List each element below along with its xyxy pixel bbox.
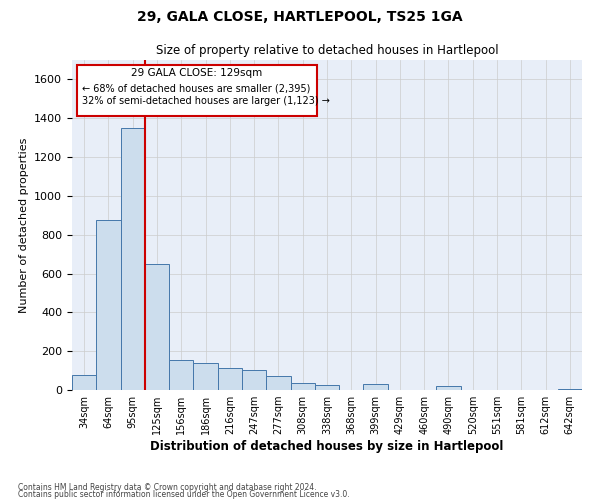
Bar (315, 385, 339, 390)
Bar (169, 360, 193, 390)
Text: 29, GALA CLOSE, HARTLEPOOL, TS25 1GA: 29, GALA CLOSE, HARTLEPOOL, TS25 1GA (137, 10, 463, 24)
Text: ← 68% of detached houses are smaller (2,395): ← 68% of detached houses are smaller (2,… (82, 83, 311, 93)
Bar (266, 376, 290, 390)
Text: Contains public sector information licensed under the Open Government Licence v3: Contains public sector information licen… (18, 490, 350, 499)
Y-axis label: Number of detached properties: Number of detached properties (19, 138, 29, 312)
Text: Contains HM Land Registry data © Crown copyright and database right 2024.: Contains HM Land Registry data © Crown c… (18, 484, 317, 492)
Bar (364, 384, 388, 390)
Text: 32% of semi-detached houses are larger (1,123) →: 32% of semi-detached houses are larger (… (82, 96, 330, 106)
Bar (290, 383, 315, 390)
Title: Size of property relative to detached houses in Hartlepool: Size of property relative to detached ho… (155, 44, 499, 58)
Bar (145, 264, 169, 390)
Text: 29 GALA CLOSE: 129sqm: 29 GALA CLOSE: 129sqm (131, 68, 263, 78)
Bar (218, 368, 242, 390)
Bar (121, 128, 145, 390)
Bar (96, 220, 121, 390)
Bar (242, 370, 266, 390)
Bar (436, 386, 461, 390)
Bar (72, 376, 96, 390)
Bar (193, 363, 218, 390)
X-axis label: Distribution of detached houses by size in Hartlepool: Distribution of detached houses by size … (151, 440, 503, 453)
Bar (558, 389, 582, 390)
FancyBboxPatch shape (77, 65, 317, 116)
